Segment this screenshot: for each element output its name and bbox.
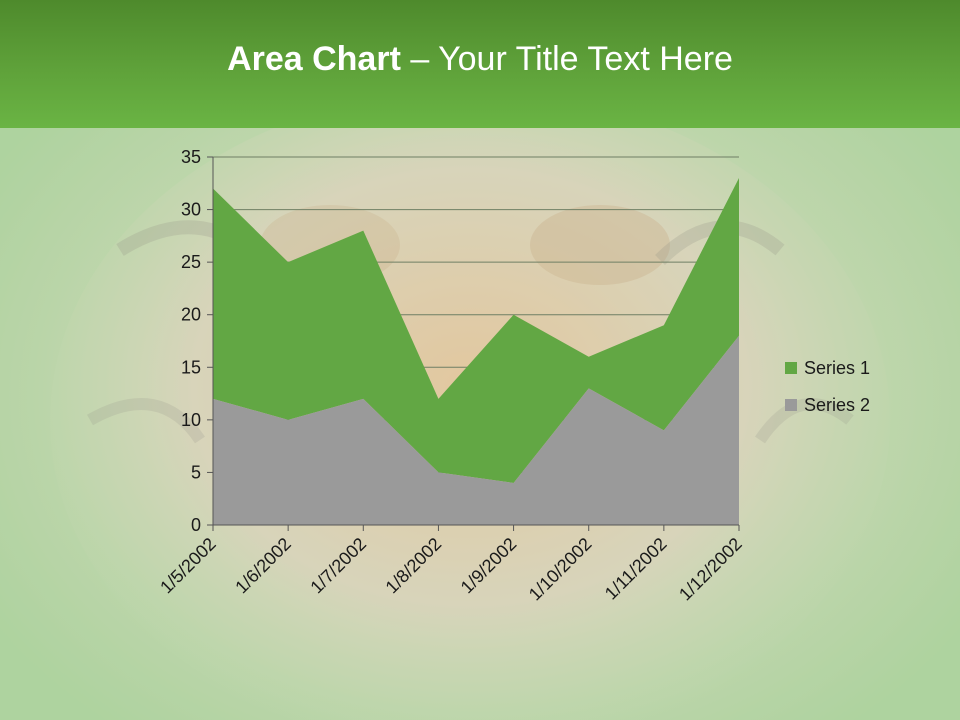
legend-swatch (785, 399, 797, 411)
x-tick-label: 1/11/2002 (601, 534, 671, 604)
legend: Series 1 Series 2 (785, 358, 870, 415)
series-2-area (213, 335, 739, 525)
title-bold-part: Area Chart (227, 40, 401, 78)
title-bar: Area Chart – Your Title Text Here (0, 0, 960, 128)
y-tick-label: 35 (181, 147, 201, 167)
x-tick-label: 1/12/2002 (675, 534, 746, 605)
x-tick-label: 1/9/2002 (457, 534, 521, 598)
series-1-area (213, 178, 739, 483)
x-tick-label: 1/5/2002 (156, 534, 220, 598)
x-tick-label: 1/7/2002 (306, 534, 370, 598)
x-tick-label: 1/6/2002 (231, 534, 295, 598)
slide-title: Area Chart – Your Title Text Here (0, 40, 960, 79)
y-tick-label: 25 (181, 252, 201, 272)
y-tick-label: 15 (181, 357, 201, 377)
legend-label: Series 1 (804, 358, 870, 378)
y-tick-label: 0 (191, 515, 201, 535)
x-tick-label: 1/10/2002 (525, 534, 596, 605)
title-rest-part: – Your Title Text Here (400, 40, 733, 78)
y-tick-label: 30 (181, 200, 201, 220)
legend-label: Series 2 (804, 395, 870, 415)
y-tick-label: 5 (191, 462, 201, 482)
y-tick-label: 10 (181, 410, 201, 430)
legend-swatch (785, 362, 797, 374)
y-tick-label: 20 (181, 305, 201, 325)
area-series-layer (213, 178, 739, 525)
x-tick-label: 1/8/2002 (382, 534, 446, 598)
